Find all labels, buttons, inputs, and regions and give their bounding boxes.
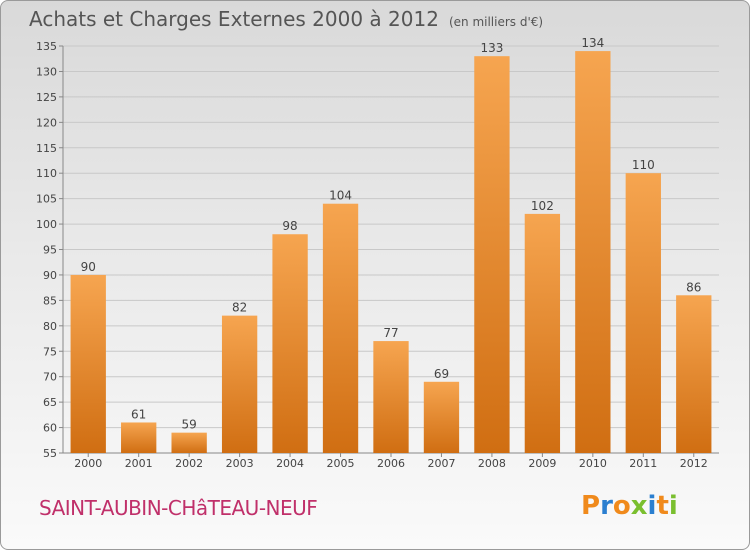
y-tick-label: 125 (36, 91, 57, 104)
logo-letter: o (612, 491, 631, 521)
bar (221, 315, 258, 453)
y-tick-label: 105 (36, 193, 57, 206)
bar-value-label: 90 (81, 260, 96, 274)
y-tick-label: 130 (36, 65, 57, 78)
bar (322, 203, 359, 453)
bar-value-label: 104 (329, 189, 352, 203)
x-tick-label: 2009 (528, 457, 556, 470)
bar-value-label: 134 (581, 36, 604, 50)
bar (70, 274, 106, 453)
bar-value-label: 86 (686, 280, 701, 294)
bar-value-label: 82 (232, 301, 247, 315)
proxiti-logo: Proxiti (581, 491, 678, 521)
commune-name: SAINT-AUBIN-CHâTEAU-NEUF (39, 496, 318, 520)
bar-value-label: 61 (131, 407, 146, 421)
x-tick-label: 2005 (327, 457, 355, 470)
y-tick-label: 85 (43, 294, 57, 307)
x-tick-label: 2012 (680, 457, 708, 470)
y-tick-label: 75 (43, 345, 57, 358)
y-tick-label: 65 (43, 396, 57, 409)
bar (272, 234, 308, 453)
logo-letter: i (647, 491, 657, 521)
logo-letter: x (630, 491, 648, 521)
bar (524, 213, 561, 453)
bar (423, 381, 460, 453)
bar (373, 341, 409, 453)
x-tick-label: 2002 (175, 457, 203, 470)
chart-title: Achats et Charges Externes 2000 à 2012 (e… (29, 7, 543, 31)
bar-value-label: 98 (282, 219, 297, 233)
bar (575, 51, 611, 454)
bar (625, 173, 661, 453)
y-tick-label: 60 (43, 422, 57, 435)
logo-letter: r (600, 491, 613, 521)
x-tick-label: 2006 (377, 457, 405, 470)
y-tick-label: 120 (36, 116, 57, 129)
y-tick-label: 55 (43, 447, 57, 460)
bar-value-label: 102 (531, 199, 554, 213)
bar-value-label: 77 (383, 326, 398, 340)
y-tick-label: 90 (43, 269, 57, 282)
bar (171, 432, 207, 453)
logo-letter: P (581, 491, 601, 521)
logo-letter: i (668, 491, 678, 521)
logo-letter: t (656, 491, 669, 521)
bar (474, 56, 510, 454)
x-tick-label: 2000 (74, 457, 102, 470)
x-tick-label: 2003 (226, 457, 254, 470)
y-tick-label: 80 (43, 320, 57, 333)
x-tick-label: 2008 (478, 457, 506, 470)
x-tick-label: 2011 (629, 457, 657, 470)
y-tick-label: 100 (36, 218, 57, 231)
x-tick-label: 2001 (125, 457, 153, 470)
bar-value-label: 133 (480, 41, 503, 55)
bar-value-label: 110 (632, 158, 655, 172)
y-tick-label: 70 (43, 371, 57, 384)
y-tick-label: 110 (36, 167, 57, 180)
y-tick-label: 135 (36, 40, 57, 53)
bar (121, 422, 157, 453)
y-tick-label: 95 (43, 244, 57, 257)
x-tick-label: 2010 (579, 457, 607, 470)
bar-value-label: 59 (182, 418, 197, 432)
bar-value-label: 69 (434, 367, 449, 381)
x-tick-label: 2007 (427, 457, 455, 470)
x-tick-label: 2004 (276, 457, 304, 470)
y-tick-label: 115 (36, 142, 57, 155)
chart-unit: (en milliers d'€) (448, 15, 544, 29)
chart-title-text: Achats et Charges Externes 2000 à 2012 (29, 7, 439, 31)
bar (676, 295, 712, 453)
